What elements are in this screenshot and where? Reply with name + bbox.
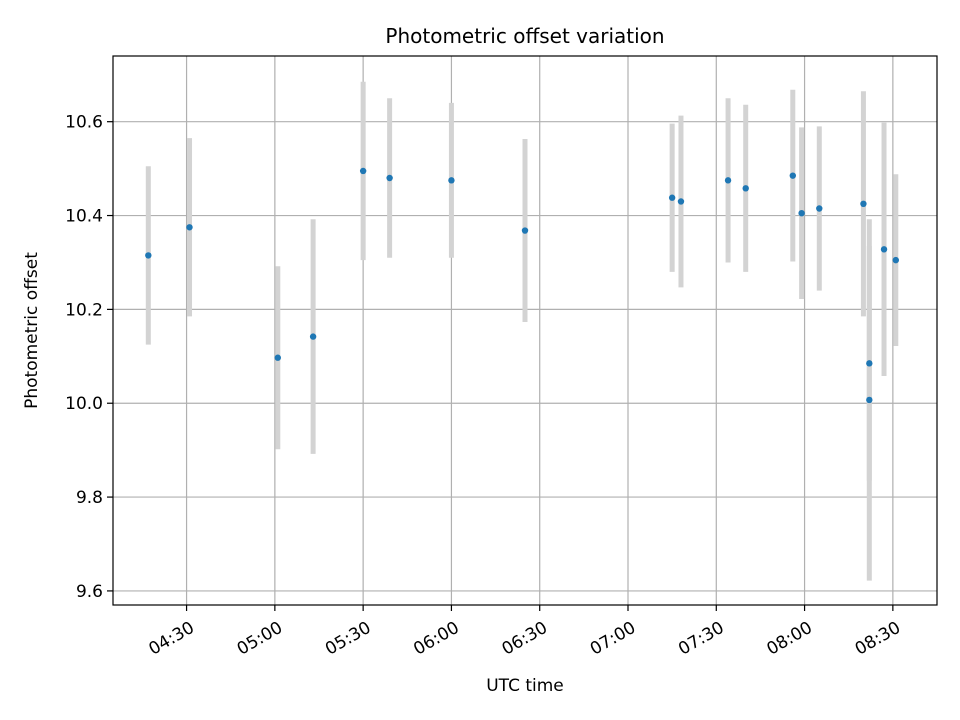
y-tick-label: 10.0	[65, 394, 103, 414]
data-point	[145, 252, 152, 259]
data-points	[145, 167, 899, 404]
x-axis-label: UTC time	[486, 676, 564, 696]
data-point	[668, 194, 676, 201]
chart-title: Photometric offset variation	[385, 24, 664, 48]
y-tick-label: 10.6	[65, 113, 103, 133]
data-point	[724, 177, 732, 184]
y-tick-label: 9.8	[76, 488, 103, 508]
data-point	[742, 185, 749, 192]
data-point	[880, 246, 888, 253]
data-point	[521, 227, 529, 234]
plot-area-frame	[112, 55, 938, 606]
data-point	[448, 177, 455, 184]
y-tick-label: 10.4	[65, 207, 103, 227]
data-point	[677, 198, 685, 205]
y-tick-label: 10.2	[65, 300, 103, 320]
data-point	[866, 396, 873, 404]
data-point	[892, 256, 899, 264]
data-point	[816, 205, 823, 212]
data-point	[860, 200, 867, 208]
data-point	[309, 333, 317, 340]
data-point	[359, 167, 367, 175]
data-point	[866, 360, 873, 367]
data-point	[789, 172, 796, 179]
data-point	[386, 174, 393, 182]
y-tick-label: 9.6	[76, 582, 103, 602]
data-point	[274, 354, 281, 361]
y-axis-ticks: 9.6 9.8 10.0 10.2 10.4 10.6	[65, 113, 113, 602]
data-point	[798, 209, 805, 217]
y-axis-label: Photometric offset	[22, 252, 42, 409]
data-point	[186, 224, 193, 231]
